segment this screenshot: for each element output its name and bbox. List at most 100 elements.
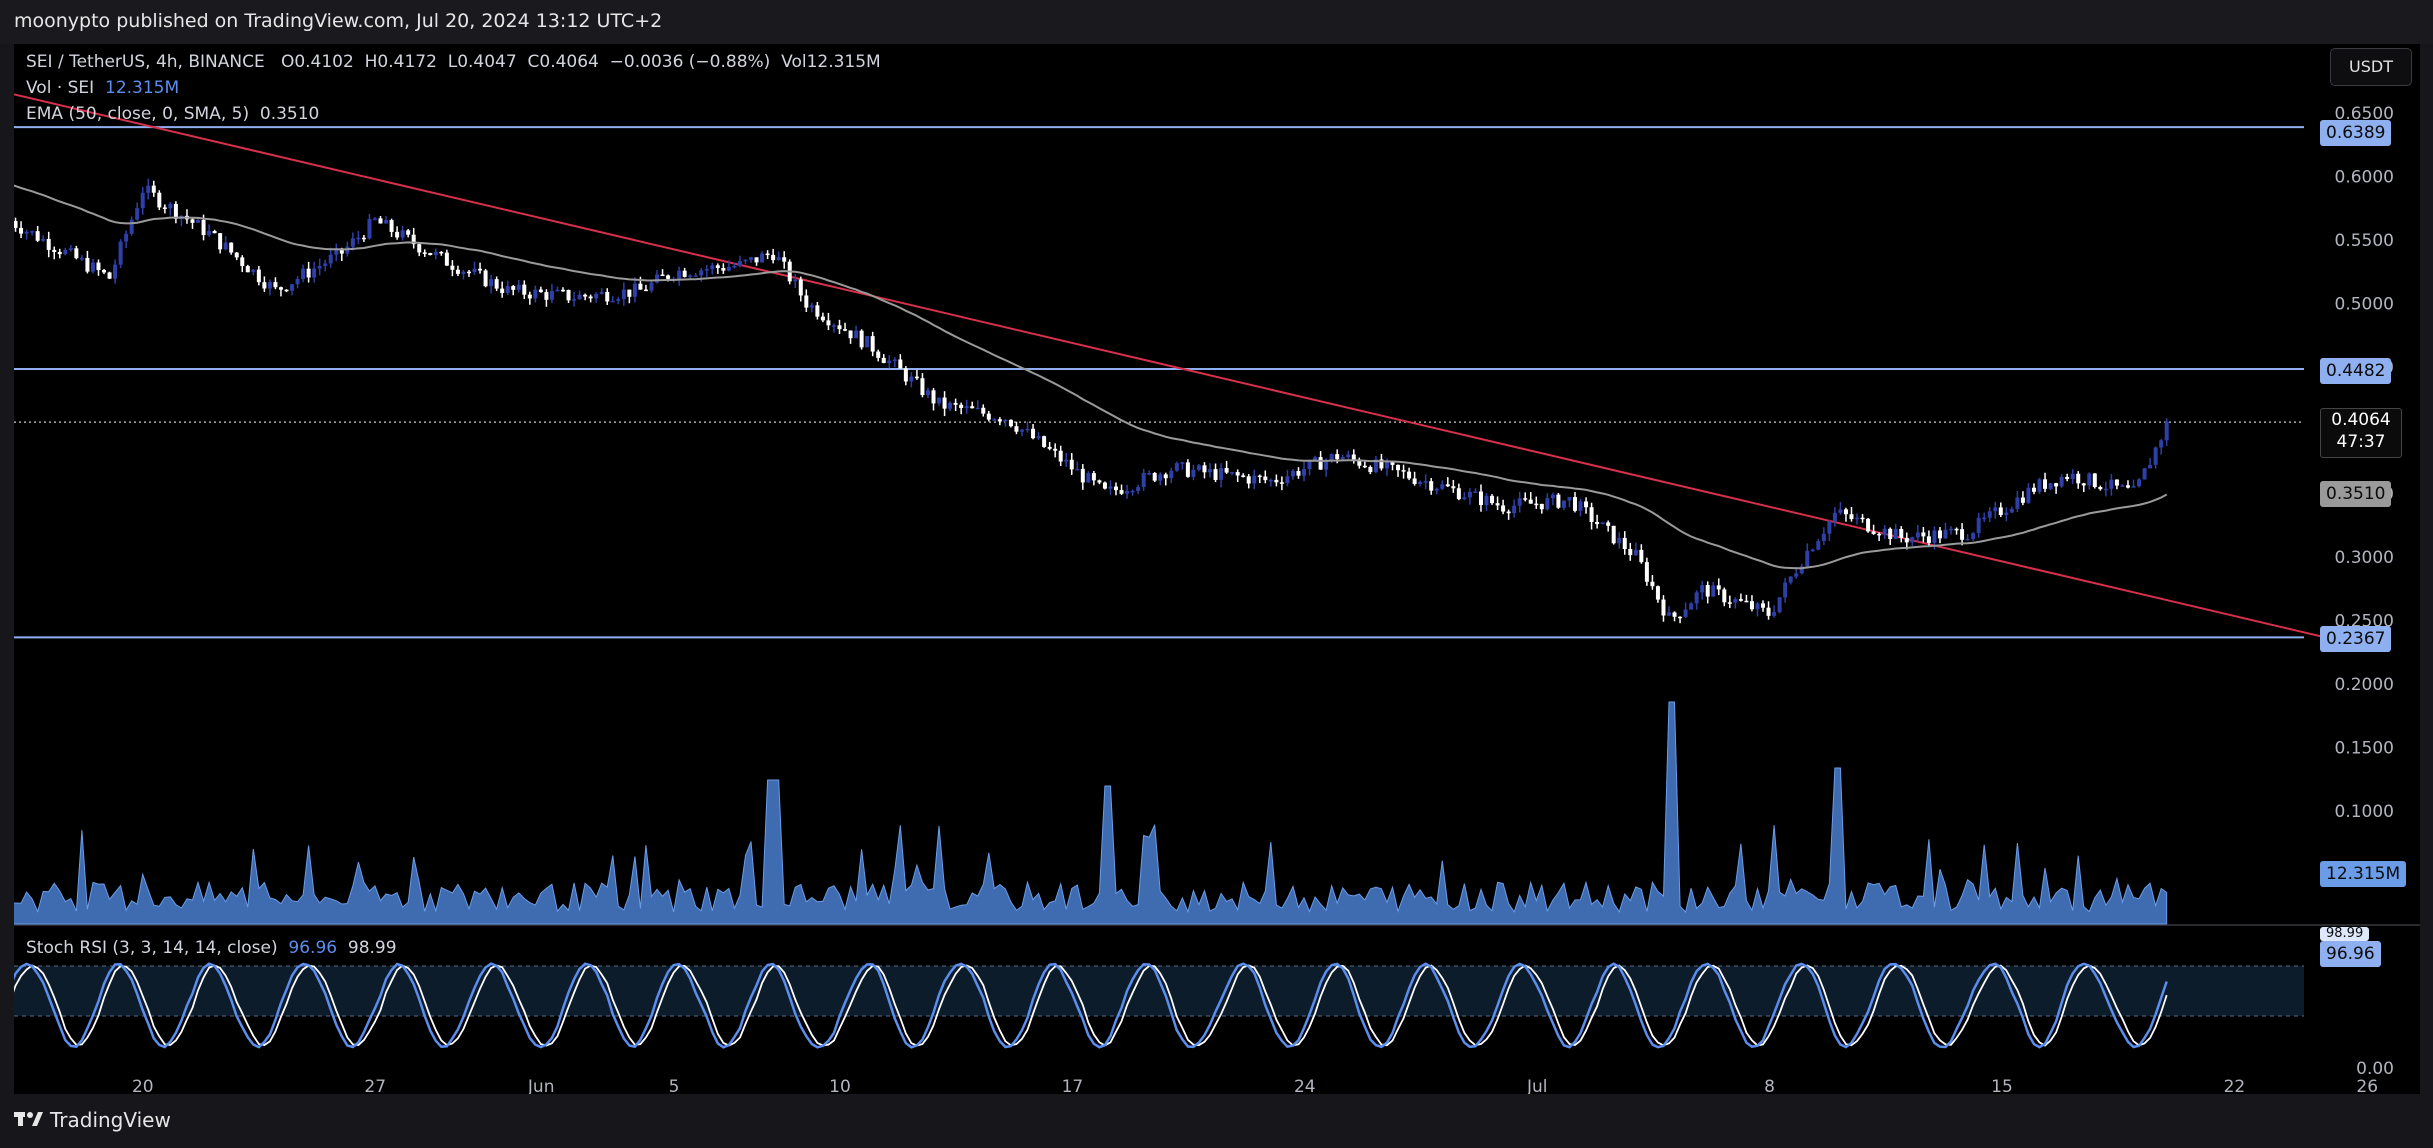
vol-value: 12.315M bbox=[806, 52, 881, 72]
candle-body bbox=[1141, 473, 1146, 488]
candle-body bbox=[1689, 603, 1694, 610]
date-tick: 24 bbox=[1294, 1077, 1316, 1094]
volume-legend[interactable]: Vol · SEI 12.315M bbox=[26, 78, 179, 98]
candle-body bbox=[1224, 467, 1229, 473]
candle-body bbox=[831, 325, 836, 327]
candle-body bbox=[1832, 512, 1837, 522]
date-tick: 17 bbox=[1062, 1077, 1084, 1094]
candle-body bbox=[549, 290, 554, 300]
volume-value-label: 12.315M bbox=[2320, 861, 2407, 887]
chart-canvas[interactable]: 0.65000.60000.55000.50000.45000.40000.35… bbox=[14, 44, 2420, 1094]
candle-body bbox=[1683, 609, 1688, 617]
candle-body bbox=[1694, 592, 1699, 604]
chart-area[interactable]: 0.65000.60000.55000.50000.45000.40000.35… bbox=[14, 44, 2420, 1094]
low-label: L bbox=[447, 52, 458, 72]
candle-body bbox=[948, 402, 953, 409]
close-value: 0.4064 bbox=[539, 52, 599, 72]
currency-button[interactable]: USDT bbox=[2330, 48, 2412, 86]
candle-body bbox=[439, 251, 444, 254]
candle-body bbox=[212, 231, 217, 234]
candle-body bbox=[1606, 522, 1611, 526]
candle-body bbox=[1191, 469, 1196, 477]
candle-body bbox=[1042, 436, 1047, 447]
candle-body bbox=[262, 282, 267, 289]
candle-body bbox=[500, 288, 505, 294]
candle-body bbox=[1091, 473, 1096, 481]
candle-body bbox=[422, 252, 427, 254]
candle-body bbox=[1373, 459, 1378, 473]
candle-body bbox=[1501, 505, 1506, 512]
candle-body bbox=[1478, 491, 1483, 506]
candle-body bbox=[1617, 537, 1622, 544]
date-tick: 8 bbox=[1764, 1077, 1775, 1094]
candle-body bbox=[1998, 507, 2003, 516]
candle-body bbox=[1827, 521, 1832, 534]
candle-body bbox=[964, 406, 969, 409]
candle-body bbox=[1263, 476, 1268, 481]
candle-body bbox=[1960, 529, 1965, 540]
candle-body bbox=[1368, 467, 1373, 473]
candle-body bbox=[732, 265, 737, 268]
open-value: 0.4102 bbox=[294, 52, 354, 72]
candle-body bbox=[356, 237, 361, 240]
candle-body bbox=[151, 185, 156, 193]
last-price-value: 0.4064 bbox=[2331, 410, 2391, 430]
candle-body bbox=[1114, 486, 1118, 491]
candle-body bbox=[765, 253, 770, 256]
candle-body bbox=[2125, 485, 2130, 488]
candle-body bbox=[1877, 533, 1882, 536]
ema-legend[interactable]: EMA (50, close, 0, SMA, 5) 0.3510 bbox=[26, 104, 319, 124]
candle-body bbox=[1971, 533, 1976, 539]
candle-body bbox=[350, 238, 355, 247]
candle-body bbox=[1727, 602, 1732, 604]
candle-body bbox=[1937, 530, 1942, 539]
candle-body bbox=[594, 293, 599, 299]
candle-body bbox=[1379, 459, 1384, 469]
level-bottom-label: 0.2367 bbox=[2320, 626, 2392, 652]
candle-body bbox=[2164, 421, 2169, 441]
candle-body bbox=[1506, 511, 1511, 514]
candle-body bbox=[483, 270, 488, 287]
ema-legend-label: EMA (50, close, 0, SMA, 5) bbox=[26, 104, 250, 124]
candle-body bbox=[2048, 483, 2053, 489]
candle-body bbox=[1136, 487, 1141, 491]
date-tick: 20 bbox=[132, 1077, 154, 1094]
symbol-legend[interactable]: SEI / TetherUS, 4h, BINANCE O0.4102 H0.4… bbox=[26, 52, 881, 72]
candle-body bbox=[638, 283, 643, 290]
candle-body bbox=[2020, 497, 2025, 503]
candle-body bbox=[1451, 486, 1456, 489]
candle-body bbox=[1053, 448, 1058, 451]
candle-body bbox=[892, 359, 897, 361]
candle-body bbox=[881, 357, 886, 364]
stoch-rsi-legend[interactable]: Stoch RSI (3, 3, 14, 14, close) 96.96 98… bbox=[26, 938, 397, 958]
candle-body bbox=[400, 230, 405, 238]
candle-body bbox=[2009, 508, 2014, 513]
candle-body bbox=[2092, 473, 2097, 487]
candle-body bbox=[146, 185, 151, 193]
candle-body bbox=[102, 270, 107, 273]
ema-line bbox=[14, 184, 2168, 570]
stoch-k-legend-value: 96.96 bbox=[288, 938, 338, 958]
candle-body bbox=[1440, 484, 1445, 489]
candle-body bbox=[96, 262, 101, 271]
candle-body bbox=[444, 252, 449, 266]
candle-body bbox=[1633, 549, 1638, 556]
candle-body bbox=[2087, 473, 2092, 486]
date-tick: Jul bbox=[1526, 1077, 1548, 1094]
candle-body bbox=[721, 267, 726, 271]
candle-body bbox=[207, 231, 212, 236]
candle-body bbox=[1517, 498, 1522, 506]
candle-body bbox=[2137, 479, 2142, 487]
candle-body bbox=[1816, 541, 1821, 550]
candle-body bbox=[505, 286, 510, 294]
price-tick: 0.6500 bbox=[2335, 104, 2394, 124]
candle-body bbox=[1993, 507, 1998, 512]
candle-body bbox=[2026, 487, 2031, 503]
candle-body bbox=[942, 397, 947, 409]
candle-body bbox=[1523, 498, 1528, 500]
candle-body bbox=[1208, 469, 1213, 473]
candle-body bbox=[1097, 480, 1102, 483]
candle-body bbox=[251, 269, 256, 273]
candle-body bbox=[561, 289, 565, 292]
volume-area bbox=[14, 701, 2168, 925]
